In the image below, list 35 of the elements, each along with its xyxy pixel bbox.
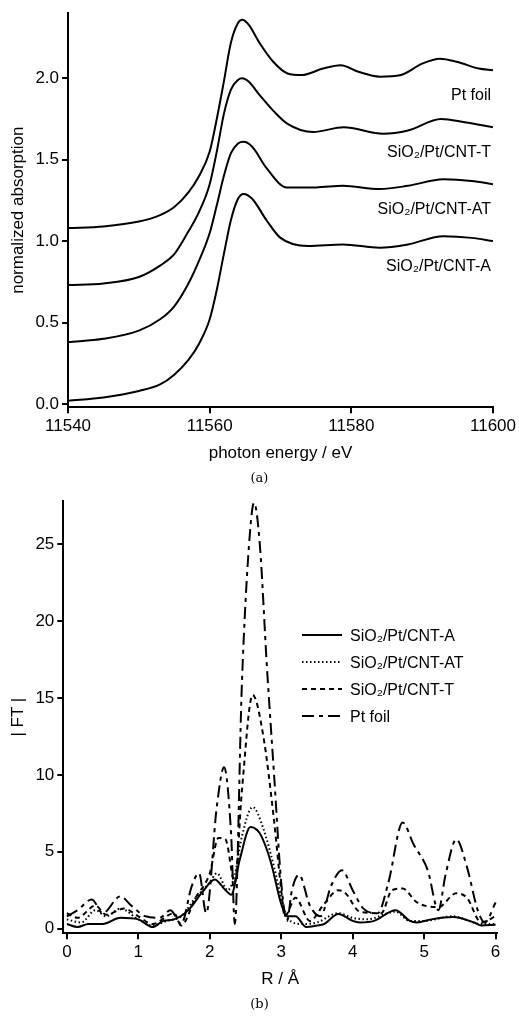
y-tick-label: 25 [35, 533, 55, 553]
y-tick-label: 0.0 [35, 393, 60, 413]
y-axis-title: normalized absorption [7, 126, 27, 294]
legend-label: SiO₂/Pt/CNT-T [350, 681, 455, 699]
text: (a) [249, 469, 270, 487]
y-tick-label: 10 [35, 764, 55, 784]
x-tick-label: 3 [276, 942, 286, 962]
series-label: Pt foil [450, 86, 491, 104]
series-label: SiO₂/Pt/CNT-A [386, 257, 492, 275]
y-tick-label: 0.5 [35, 312, 60, 332]
legend-label: Pt foil [350, 708, 391, 726]
series-label: SiO₂/Pt/CNT-T [386, 143, 492, 161]
y-tick-label: 15 [35, 687, 55, 707]
x-tick-label: 11580 [328, 416, 375, 436]
legend-label: SiO₂/Pt/CNT-AT [350, 654, 464, 672]
y-tick-label: 0 [44, 918, 55, 938]
y-tick-label: 2.0 [35, 68, 60, 88]
x-axis-title: photon energy / eV [208, 443, 353, 463]
x-tick-label: 5 [419, 942, 429, 962]
y-tick-label: 1.5 [35, 149, 60, 169]
x-tick-label: 6 [490, 942, 501, 962]
x-tick-label: 2 [205, 942, 215, 962]
y-tick-label: 1.0 [35, 230, 60, 250]
x-axis-title: R / Å [261, 969, 300, 989]
x-tick-label: 11560 [186, 416, 233, 436]
legend-label: SiO₂/Pt/CNT-A [350, 627, 456, 645]
text: (b) [249, 995, 270, 1013]
x-tick-label: 11600 [469, 416, 516, 436]
y-tick-label: 20 [35, 610, 55, 630]
x-tick-label: 1 [133, 942, 144, 962]
x-tick-label: 11540 [45, 416, 92, 436]
x-tick-label: 4 [347, 942, 358, 962]
y-axis-title: | FT | [7, 697, 27, 737]
y-tick-label: 5 [44, 841, 55, 861]
series-label: SiO₂/Pt/CNT-AT [377, 200, 492, 218]
